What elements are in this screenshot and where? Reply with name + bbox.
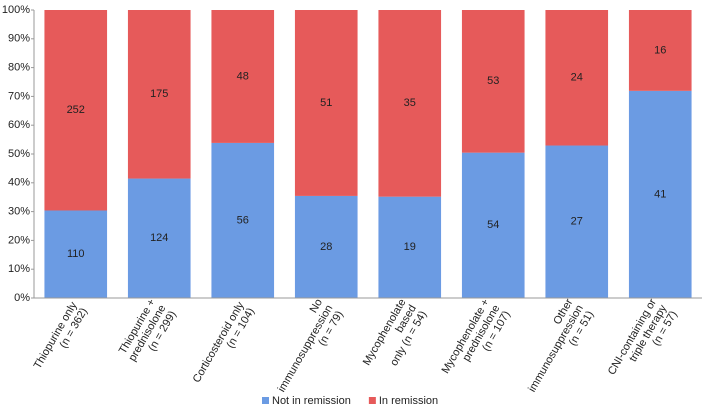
bar-segment (44, 210, 108, 298)
x-tick-label: immunosuppression (276, 303, 336, 394)
y-tick-label: 70% (8, 90, 30, 102)
data-label: 35 (404, 97, 416, 109)
x-tick-label-group: Thiopurine only(n = 362) (32, 300, 90, 372)
y-tick-label: 80% (8, 62, 30, 74)
legend-swatch (368, 397, 376, 404)
data-label: 51 (320, 97, 332, 109)
data-label: 16 (654, 44, 666, 56)
bar-segment (127, 10, 191, 179)
bar-segment (628, 90, 692, 298)
y-tick-label: 20% (8, 234, 30, 246)
legend-label: Not in remission (272, 395, 351, 407)
bar-segment (127, 178, 191, 298)
y-tick-label: 60% (8, 119, 30, 131)
bar-segment (378, 196, 442, 298)
x-tick-label-group: Thiopurine +prednisolone(n = 299) (117, 297, 179, 364)
y-tick-label: 0% (14, 292, 30, 304)
bar-segment (461, 10, 525, 153)
bar-segment (628, 10, 692, 91)
bar-segment (44, 10, 108, 211)
x-tick-label-group: Mycophenolate +prednisolone(n = 107) (440, 297, 513, 376)
y-tick-label: 10% (8, 263, 30, 275)
data-label: 53 (487, 75, 499, 87)
y-tick-label: 40% (8, 177, 30, 189)
data-label: 48 (237, 70, 249, 82)
data-label: 110 (67, 248, 85, 260)
y-tick-label: 50% (8, 148, 30, 160)
bar-segment (294, 10, 358, 196)
x-tick-label-group: Corticosteroid only(n = 104) (191, 300, 257, 385)
data-label: 27 (571, 216, 583, 228)
legend-swatch (262, 397, 269, 404)
y-tick-label: 30% (8, 206, 30, 218)
data-label: 56 (237, 214, 249, 226)
bar-segment (378, 10, 442, 197)
data-label: 19 (404, 241, 416, 253)
data-label: 175 (150, 88, 168, 100)
bar-segment (294, 195, 358, 298)
data-label: 41 (654, 188, 666, 200)
y-tick-label: 100% (2, 4, 30, 16)
y-tick-label: 90% (8, 33, 30, 45)
data-label: 124 (150, 232, 168, 244)
bar-segment (211, 142, 275, 298)
legend-label: In remission (379, 395, 438, 407)
data-label: 54 (487, 219, 499, 231)
bar-segment (545, 145, 609, 298)
data-label: 28 (320, 241, 332, 253)
bar-segment (211, 10, 275, 143)
bar-segment (461, 152, 525, 298)
data-label: 24 (571, 72, 583, 84)
data-label: 252 (67, 104, 85, 116)
bar-segment (545, 10, 609, 146)
